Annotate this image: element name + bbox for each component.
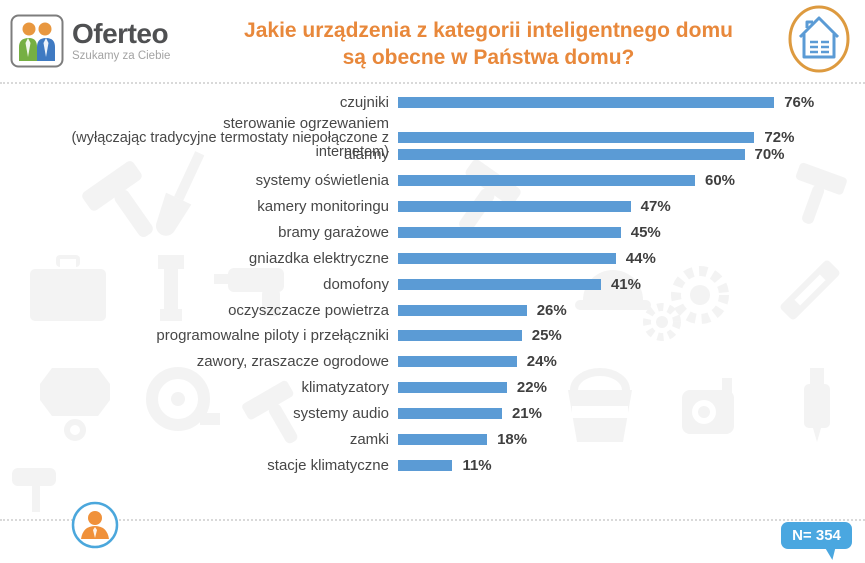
bar <box>398 382 507 394</box>
bar-value-label: 18% <box>497 431 528 449</box>
bar <box>398 226 621 238</box>
bar-value-label: 60% <box>705 172 736 190</box>
chart-row: sterowanie ogrzewaniem (wyłączając tradyc… <box>0 116 865 160</box>
chart-title-line1: Jakie urządzenia z kategorii inteligentn… <box>244 19 733 42</box>
bar-value-label: 70% <box>754 146 785 164</box>
bar <box>398 149 745 161</box>
person-in-circle-icon <box>71 501 119 549</box>
smart-home-house-icon <box>788 5 850 72</box>
chart-row: czujniki 76% <box>0 90 865 116</box>
chart-row: gniazdka elektryczne 44% <box>0 245 865 271</box>
category-label: kamery monitoringu <box>257 198 389 215</box>
category-label: systemy audio <box>293 405 389 423</box>
bar-cell: 60% <box>398 168 865 194</box>
oferteo-logo: Oferteo Szukamy za Ciebie <box>10 14 190 68</box>
bar-value-label: 72% <box>764 129 795 147</box>
bar <box>398 132 755 144</box>
top-dotted-divider <box>0 82 865 84</box>
bar-cell: 22% <box>398 375 865 401</box>
chart-row: bramy garażowe 45% <box>0 219 865 245</box>
category-label: systemy oświetlenia <box>255 172 389 190</box>
category-label: klimatyzatory <box>301 379 389 397</box>
header: Oferteo Szukamy za Ciebie Jakie urządzen… <box>0 0 865 82</box>
category-label: stacje klimatyczne <box>267 456 389 474</box>
bar-cell: 44% <box>398 245 865 271</box>
bar-cell: 18% <box>398 427 865 453</box>
bar <box>398 330 522 342</box>
chart-title-line2: są obecne w Państwa domu? <box>342 46 635 69</box>
chart-rows: czujniki 76% sterowanie ogrzewaniem (wyłącz… <box>0 90 865 478</box>
bar-cell: 76% <box>398 90 865 116</box>
bar-cell: 26% <box>398 297 865 323</box>
bar-value-label: 11% <box>462 456 492 474</box>
bar-value-label: 21% <box>511 405 542 423</box>
bar-cell: 25% <box>398 323 865 349</box>
bar-cell: 45% <box>398 219 865 245</box>
bar-chart: czujniki 76% sterowanie ogrzewaniem (wyłącz… <box>0 90 865 478</box>
bar <box>398 201 631 212</box>
bar <box>398 434 488 446</box>
category-label: czujniki <box>339 94 389 112</box>
chart-row: systemy oświetlenia 60% <box>0 168 865 194</box>
bar <box>398 278 601 290</box>
logo-tagline: Szukamy za Ciebie <box>72 50 171 62</box>
person-icon-wrap <box>71 501 119 554</box>
bottom-dotted-divider <box>0 519 865 521</box>
category-label: sterowanie ogrzewaniem (wyłączając tradyc… <box>0 116 398 160</box>
category-sublabel: (wyłączając tradycyjne termostaty niepoł… <box>71 129 389 161</box>
category-label: oczyszczacze powietrza <box>228 301 389 319</box>
chart-row: klimatyzatory 22% <box>0 375 865 401</box>
category-label: zawory, zraszacze ogrodowe <box>196 353 389 371</box>
bar <box>398 97 775 109</box>
bar-value-label: 45% <box>630 223 661 241</box>
oferteo-logo-icon <box>10 14 64 68</box>
sample-size-label: N= 354 <box>792 527 841 544</box>
bar-value-label: 22% <box>516 379 547 397</box>
sample-size-badge: N= 354 <box>781 522 852 560</box>
bar <box>398 408 502 420</box>
bar <box>398 304 527 316</box>
category-label: alarmy <box>343 146 389 164</box>
bar <box>398 356 517 368</box>
bar-value-label: 26% <box>536 301 567 319</box>
smart-home-icon-wrap <box>787 4 851 79</box>
bar-value-label: 41% <box>610 275 641 293</box>
bar <box>398 459 453 471</box>
category-label: bramy garażowe <box>278 223 389 241</box>
bar-value-label: 25% <box>531 327 562 345</box>
chart-row: kamery monitoringu 47% <box>0 194 865 220</box>
chart-row: alarmy 70% <box>0 142 865 168</box>
bar-cell: 70% <box>398 142 865 168</box>
bar-value-label: 44% <box>625 249 656 267</box>
chart-row: zamki 18% <box>0 427 865 453</box>
bar <box>398 175 695 187</box>
chart-row: programowalne piloty i przełączniki 25% <box>0 323 865 349</box>
bar-value-label: 24% <box>526 353 557 371</box>
category-label: domofony <box>323 275 389 293</box>
chart-row: domofony 41% <box>0 271 865 297</box>
bar-cell: 11% <box>398 452 865 478</box>
category-label: zamki <box>349 431 389 449</box>
bar <box>398 252 616 264</box>
logo-name: Oferteo <box>72 18 169 49</box>
category-label: programowalne piloty i przełączniki <box>156 327 389 345</box>
bar-cell: 72% <box>398 116 865 160</box>
chart-row: stacje klimatyczne 11% <box>0 452 865 478</box>
bar-cell: 21% <box>398 401 865 427</box>
chart-row: zawory, zraszacze ogrodowe 24% <box>0 349 865 375</box>
chart-row: systemy audio 21% <box>0 401 865 427</box>
chart-title: Jakie urządzenia z kategorii inteligentn… <box>190 11 787 71</box>
bar-cell: 47% <box>398 194 865 220</box>
bar-value-label: 47% <box>640 198 671 215</box>
bar-cell: 24% <box>398 349 865 375</box>
bar-cell: 41% <box>398 271 865 297</box>
chart-row: oczyszczacze powietrza 26% <box>0 297 865 323</box>
bar-value-label: 76% <box>784 94 815 112</box>
oferteo-logo-text: Oferteo Szukamy za Ciebie <box>72 18 171 63</box>
category-label: gniazdka elektryczne <box>248 249 389 267</box>
